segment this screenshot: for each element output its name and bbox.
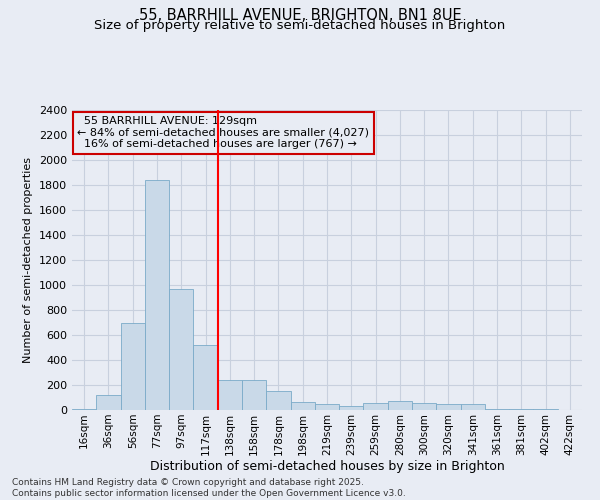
Bar bbox=[193, 345, 218, 410]
Bar bbox=[145, 180, 169, 410]
Y-axis label: Number of semi-detached properties: Number of semi-detached properties bbox=[23, 157, 34, 363]
Text: 55 BARRHILL AVENUE: 129sqm
← 84% of semi-detached houses are smaller (4,027)
  1: 55 BARRHILL AVENUE: 129sqm ← 84% of semi… bbox=[77, 116, 369, 149]
Bar bbox=[339, 406, 364, 410]
Bar bbox=[242, 380, 266, 410]
Bar bbox=[72, 409, 96, 410]
Bar bbox=[96, 395, 121, 410]
Bar bbox=[121, 322, 145, 410]
Bar bbox=[266, 391, 290, 410]
Bar bbox=[509, 409, 533, 410]
Bar bbox=[412, 403, 436, 410]
Text: 55, BARRHILL AVENUE, BRIGHTON, BN1 8UE: 55, BARRHILL AVENUE, BRIGHTON, BN1 8UE bbox=[139, 8, 461, 22]
Text: Contains HM Land Registry data © Crown copyright and database right 2025.
Contai: Contains HM Land Registry data © Crown c… bbox=[12, 478, 406, 498]
X-axis label: Distribution of semi-detached houses by size in Brighton: Distribution of semi-detached houses by … bbox=[149, 460, 505, 473]
Bar bbox=[290, 402, 315, 410]
Bar bbox=[364, 402, 388, 410]
Bar bbox=[461, 404, 485, 410]
Bar bbox=[436, 404, 461, 410]
Bar bbox=[485, 409, 509, 410]
Bar bbox=[169, 289, 193, 410]
Bar bbox=[388, 401, 412, 410]
Bar bbox=[218, 380, 242, 410]
Bar bbox=[315, 404, 339, 410]
Text: Size of property relative to semi-detached houses in Brighton: Size of property relative to semi-detach… bbox=[94, 18, 506, 32]
